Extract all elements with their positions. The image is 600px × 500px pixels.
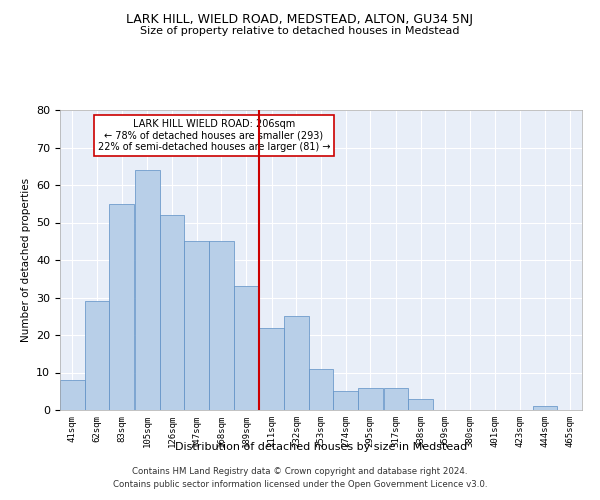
Bar — [233, 286, 258, 410]
Bar — [160, 215, 184, 410]
Text: LARK HILL WIELD ROAD: 206sqm
← 78% of detached houses are smaller (293)
22% of s: LARK HILL WIELD ROAD: 206sqm ← 78% of de… — [98, 119, 330, 152]
Bar — [259, 328, 284, 410]
Text: LARK HILL, WIELD ROAD, MEDSTEAD, ALTON, GU34 5NJ: LARK HILL, WIELD ROAD, MEDSTEAD, ALTON, … — [127, 12, 473, 26]
Bar — [284, 316, 308, 410]
Y-axis label: Number of detached properties: Number of detached properties — [20, 178, 31, 342]
Bar — [209, 242, 233, 410]
Text: Size of property relative to detached houses in Medstead: Size of property relative to detached ho… — [140, 26, 460, 36]
Text: Contains public sector information licensed under the Open Government Licence v3: Contains public sector information licen… — [113, 480, 487, 489]
Bar — [334, 391, 358, 410]
Bar — [85, 301, 109, 410]
Bar — [135, 170, 160, 410]
Bar — [308, 369, 334, 410]
Bar — [409, 399, 433, 410]
Bar — [358, 388, 383, 410]
Bar — [533, 406, 557, 410]
Bar — [184, 242, 209, 410]
Text: Distribution of detached houses by size in Medstead: Distribution of detached houses by size … — [175, 442, 467, 452]
Bar — [109, 204, 134, 410]
Text: Contains HM Land Registry data © Crown copyright and database right 2024.: Contains HM Land Registry data © Crown c… — [132, 468, 468, 476]
Bar — [384, 388, 409, 410]
Bar — [60, 380, 85, 410]
